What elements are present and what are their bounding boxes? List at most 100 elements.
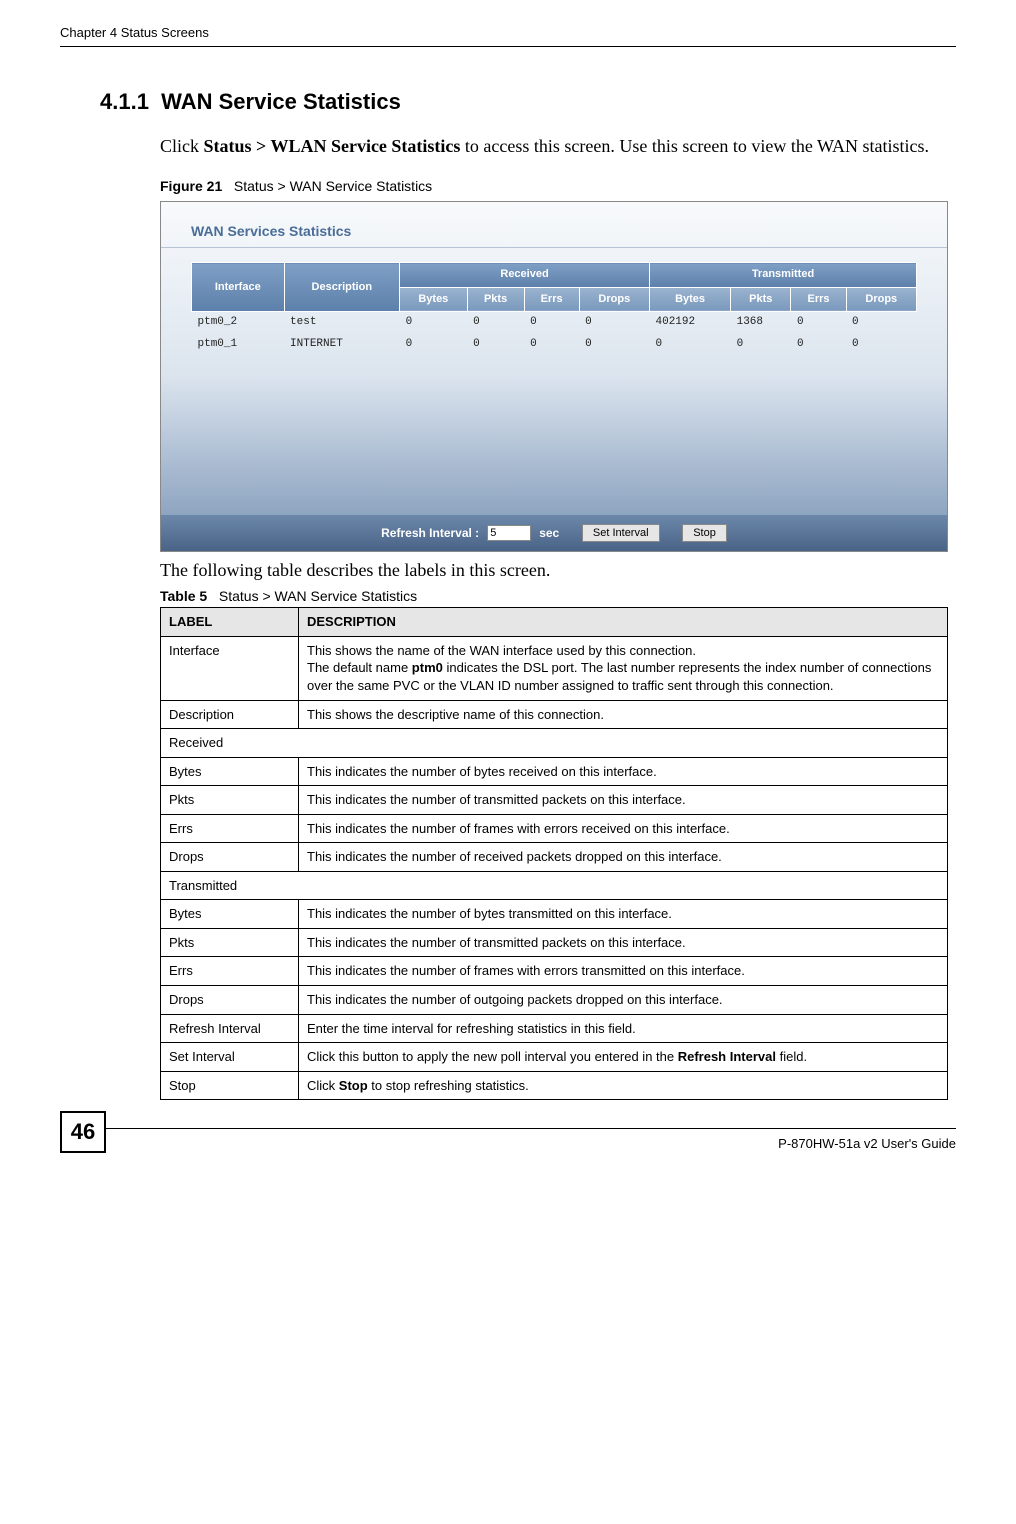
label-cell: Pkts <box>161 786 299 815</box>
th-label: LABEL <box>161 607 299 636</box>
col-t-drops: Drops <box>846 287 916 311</box>
table-label: Table 5 <box>160 588 207 604</box>
label-cell: Bytes <box>161 900 299 929</box>
figure-screenshot: WAN Services Statistics Interface Descri… <box>160 201 948 552</box>
table-row: StopClick Stop to stop refreshing statis… <box>161 1071 948 1100</box>
table-row: Set IntervalClick this button to apply t… <box>161 1043 948 1072</box>
col-r-bytes: Bytes <box>400 287 468 311</box>
label-cell: Pkts <box>161 928 299 957</box>
col-interface: Interface <box>192 263 285 312</box>
cell: 0 <box>467 334 524 355</box>
header-left: Chapter 4 Status Screens <box>60 24 209 42</box>
page-header: Chapter 4 Status Screens <box>60 24 956 47</box>
label-cell: Errs <box>161 957 299 986</box>
cell: ptm0_2 <box>192 312 285 334</box>
desc-cell: This indicates the number of transmitted… <box>299 928 948 957</box>
label-cell: Description <box>161 700 299 729</box>
desc-cell: This indicates the number of bytes trans… <box>299 900 948 929</box>
col-r-drops: Drops <box>579 287 649 311</box>
cell: 0 <box>791 334 846 355</box>
intro-pre: Click <box>160 136 204 156</box>
guide-name: P-870HW-51a v2 User's Guide <box>778 1135 956 1153</box>
cell: 0 <box>579 334 649 355</box>
refresh-label-pre: Refresh Interval : <box>381 525 479 542</box>
col-transmitted: Transmitted <box>650 263 917 287</box>
col-t-bytes: Bytes <box>650 287 731 311</box>
th-desc: DESCRIPTION <box>299 607 948 636</box>
cell: 0 <box>400 334 468 355</box>
figure-caption-text: Status > WAN Service Statistics <box>234 178 432 194</box>
label-cell: Refresh Interval <box>161 1014 299 1043</box>
description-table: LABEL DESCRIPTION InterfaceThis shows th… <box>160 607 948 1100</box>
table-row: ptm0_2 test 0 0 0 0 402192 1368 0 0 <box>192 312 917 334</box>
page-number: 46 <box>60 1111 106 1153</box>
cell: 0 <box>791 312 846 334</box>
section-title: WAN Service Statistics <box>161 89 401 114</box>
desc-cell: This indicates the number of received pa… <box>299 843 948 872</box>
cell: 0 <box>467 312 524 334</box>
table-row: Received <box>161 729 948 758</box>
refresh-bar: Refresh Interval : sec Set Interval Stop <box>161 515 947 551</box>
cell: 0 <box>846 312 916 334</box>
table-row: BytesThis indicates the number of bytes … <box>161 900 948 929</box>
cell: 0 <box>731 334 791 355</box>
desc-cell: Click this button to apply the new poll … <box>299 1043 948 1072</box>
col-t-pkts: Pkts <box>731 287 791 311</box>
intro-post: to access this screen. Use this screen t… <box>460 136 929 156</box>
page-footer: 46 P-870HW-51a v2 User's Guide <box>60 1128 956 1153</box>
desc-cell: This shows the descriptive name of this … <box>299 700 948 729</box>
table-row: PktsThis indicates the number of transmi… <box>161 786 948 815</box>
desc-cell: This indicates the number of bytes recei… <box>299 757 948 786</box>
label-cell: Set Interval <box>161 1043 299 1072</box>
cell: 0 <box>524 334 579 355</box>
set-interval-button[interactable]: Set Interval <box>582 524 660 542</box>
col-t-errs: Errs <box>791 287 846 311</box>
cell: 0 <box>400 312 468 334</box>
label-cell: Bytes <box>161 757 299 786</box>
section-heading: 4.1.1 WAN Service Statistics <box>100 87 956 118</box>
table-row: BytesThis indicates the number of bytes … <box>161 757 948 786</box>
col-r-errs: Errs <box>524 287 579 311</box>
desc-cell: This indicates the number of outgoing pa… <box>299 986 948 1015</box>
desc-tbody: InterfaceThis shows the name of the WAN … <box>161 636 948 1099</box>
col-received: Received <box>400 263 650 287</box>
desc-cell: This indicates the number of transmitted… <box>299 786 948 815</box>
table-row: ErrsThis indicates the number of frames … <box>161 957 948 986</box>
section-number: 4.1.1 <box>100 89 149 114</box>
stats-tbody: ptm0_2 test 0 0 0 0 402192 1368 0 0 ptm0… <box>192 312 917 355</box>
cell: ptm0_1 <box>192 334 285 355</box>
table-row: ptm0_1 INTERNET 0 0 0 0 0 0 0 0 <box>192 334 917 355</box>
cell: 0 <box>524 312 579 334</box>
desc-cell: This shows the name of the WAN interface… <box>299 636 948 700</box>
section-cell: Transmitted <box>161 871 948 900</box>
figure-caption: Figure 21 Status > WAN Service Statistic… <box>160 177 956 197</box>
table-row: Transmitted <box>161 871 948 900</box>
table-row: PktsThis indicates the number of transmi… <box>161 928 948 957</box>
refresh-interval-input[interactable] <box>487 525 531 541</box>
panel-title: WAN Services Statistics <box>161 216 947 249</box>
cell: 0 <box>650 334 731 355</box>
intro-paragraph: Click Status > WLAN Service Statistics t… <box>160 134 936 159</box>
table-row: DropsThis indicates the number of receiv… <box>161 843 948 872</box>
after-figure-text: The following table describes the labels… <box>160 558 956 583</box>
desc-cell: Enter the time interval for refreshing s… <box>299 1014 948 1043</box>
cell: 0 <box>846 334 916 355</box>
desc-cell: Click Stop to stop refreshing statistics… <box>299 1071 948 1100</box>
label-cell: Interface <box>161 636 299 700</box>
table-row: DropsThis indicates the number of outgoi… <box>161 986 948 1015</box>
cell: 0 <box>579 312 649 334</box>
figure-label: Figure 21 <box>160 178 222 194</box>
desc-cell: This indicates the number of frames with… <box>299 957 948 986</box>
label-cell: Drops <box>161 986 299 1015</box>
label-cell: Drops <box>161 843 299 872</box>
stop-button[interactable]: Stop <box>682 524 727 542</box>
col-description: Description <box>284 263 400 312</box>
label-cell: Stop <box>161 1071 299 1100</box>
cell: test <box>284 312 400 334</box>
refresh-label-post: sec <box>539 525 559 542</box>
section-cell: Received <box>161 729 948 758</box>
cell: 402192 <box>650 312 731 334</box>
cell: INTERNET <box>284 334 400 355</box>
intro-bold: Status > WLAN Service Statistics <box>204 136 461 156</box>
col-r-pkts: Pkts <box>467 287 524 311</box>
